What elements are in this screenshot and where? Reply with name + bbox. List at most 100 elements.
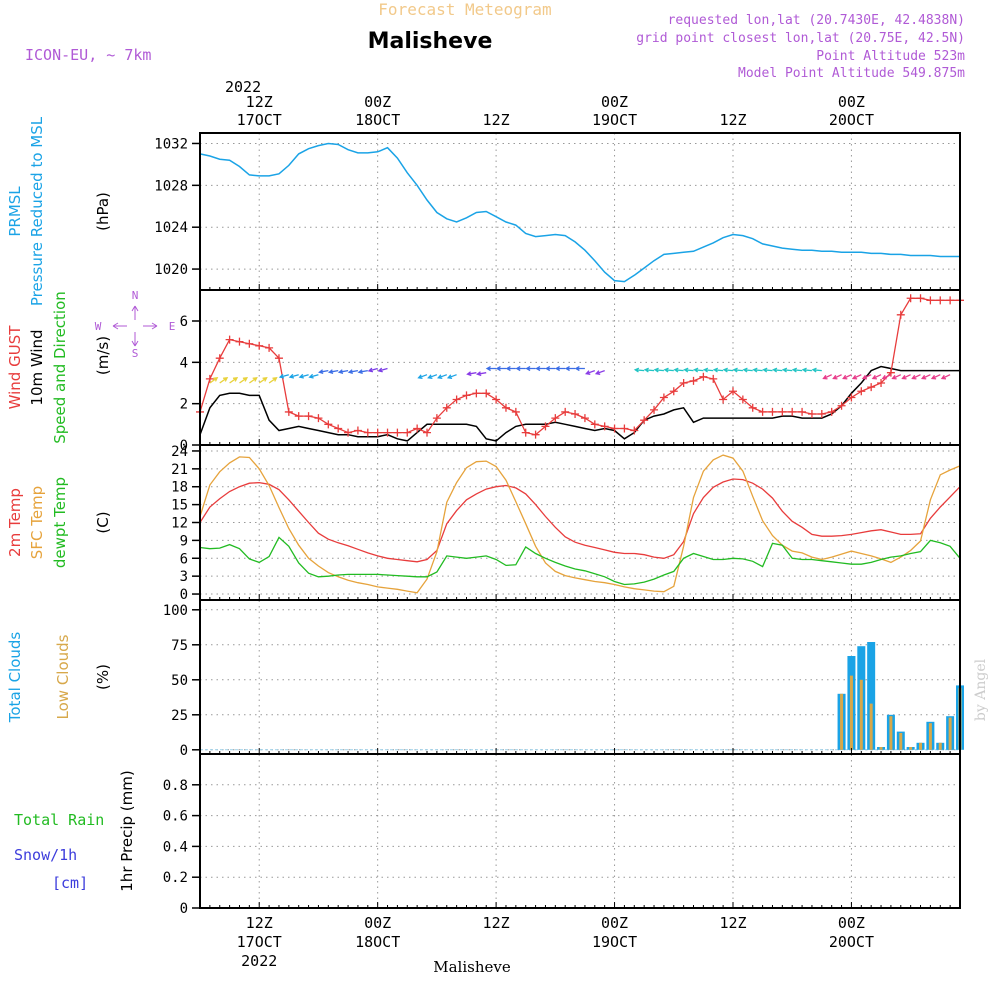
pressure-line — [199, 142, 960, 283]
wind-gust-marker — [926, 296, 935, 305]
wind-direction-arrow — [871, 374, 882, 380]
wind-direction-arrow — [327, 369, 339, 375]
wind-gust-marker — [225, 335, 234, 344]
panel-unit-precip: 1hr Precip (mm) — [118, 770, 136, 891]
y-tick-label: 1024 — [154, 220, 188, 236]
wind-direction-arrow — [505, 366, 516, 372]
temp-dewpt-line — [199, 536, 961, 586]
wind-gust-marker — [640, 416, 649, 425]
panel-label-wind: Wind GUST — [6, 325, 24, 410]
time-label-top: 18OCT — [355, 111, 400, 129]
wind-gust-marker — [778, 407, 787, 416]
compass-south: S — [132, 347, 139, 360]
compass-rose-icon — [112, 305, 158, 347]
y-tick-label: 1032 — [154, 136, 188, 152]
low-clouds-bar — [948, 717, 952, 750]
y-tick-label: 18 — [171, 480, 188, 496]
time-label-bottom: 12Z — [719, 914, 746, 932]
time-label-bottom: 17OCT — [237, 933, 282, 951]
wind-direction-arrow — [891, 374, 902, 380]
wind-direction-arrow — [742, 367, 753, 373]
low-clouds-bar — [919, 742, 923, 750]
wind-gust-marker — [531, 430, 540, 439]
wind-direction-arrow — [258, 377, 268, 384]
wind-direction-arrow — [466, 371, 477, 377]
wind-gust-marker — [798, 407, 807, 416]
wind-direction-arrow — [722, 367, 734, 373]
wind-gust-marker — [600, 422, 609, 431]
wind-direction-arrow — [337, 369, 349, 375]
wind-gust-marker — [255, 341, 264, 350]
wind-gust-marker — [580, 414, 589, 423]
temp-sfc-line — [199, 454, 961, 594]
time-label-bottom: 12Z — [246, 914, 273, 932]
wind-direction-arrow — [564, 366, 576, 372]
time-label-top: 00Z — [364, 93, 391, 111]
panel-frame — [199, 132, 961, 291]
precip-label: Snow/1h — [14, 846, 77, 864]
wind-direction-arrow — [249, 377, 258, 384]
wind-gust-marker — [215, 354, 224, 363]
wind-direction-arrow — [772, 367, 783, 373]
low-clouds-bar — [928, 723, 932, 750]
wind-direction-arrow — [308, 373, 319, 379]
wind-gust-marker — [265, 343, 274, 352]
wind-gust-marker — [867, 383, 876, 392]
wind-gust-marker — [807, 410, 816, 418]
wind-gust-marker — [294, 412, 303, 421]
time-label-top: 12Z — [483, 111, 510, 129]
y-tick-label: 0 — [180, 587, 188, 603]
wind-gust-marker — [373, 428, 382, 437]
precip-label: Total Rain — [14, 811, 104, 829]
location-title: Malisheve — [368, 29, 493, 54]
wind-gust-marker — [630, 426, 639, 435]
y-tick-label: 6 — [180, 551, 188, 567]
time-label-bottom: 00Z — [364, 914, 391, 932]
y-tick-label: 12 — [171, 516, 188, 532]
wind-gust-marker — [896, 310, 905, 319]
wind-gust-marker — [393, 428, 402, 437]
wind-gust-marker — [916, 294, 925, 303]
low-clouds-bar — [849, 675, 853, 750]
grid-point-coords: grid point closest lon,lat (20.75E, 42.5… — [636, 31, 965, 46]
wind-gust-marker — [413, 424, 422, 433]
wind-direction-arrow — [801, 367, 812, 373]
wind-direction-arrow — [318, 369, 329, 375]
low-clouds-bar — [859, 679, 863, 750]
time-label-top: 00Z — [601, 93, 628, 111]
model-altitude: Model Point Altitude 549.875m — [738, 66, 965, 81]
time-label-bottom: 18OCT — [355, 933, 400, 951]
wind-gust-marker — [768, 407, 777, 416]
wind-gust-marker — [274, 354, 283, 363]
wind-gust-marker — [758, 407, 767, 416]
wind-gust-marker — [551, 414, 560, 423]
wind-direction-arrow — [357, 369, 368, 375]
wind-direction-arrow — [930, 374, 941, 380]
wind-direction-arrow — [298, 373, 309, 379]
y-tick-label: 9 — [180, 533, 188, 549]
wind-direction-arrow — [901, 374, 911, 380]
low-clouds-bar — [840, 693, 844, 750]
wind-direction-arrow — [643, 367, 655, 373]
wind-gust-marker — [669, 387, 678, 396]
y-tick-label: 6 — [180, 314, 188, 330]
wind-gust-marker — [847, 393, 856, 402]
wind-gust-marker — [689, 376, 698, 385]
wind-direction-arrow — [702, 367, 714, 373]
series-layer — [196, 142, 964, 751]
wind-direction-arrow — [515, 366, 526, 372]
panel-frame — [199, 599, 961, 755]
wind-gust-marker — [679, 379, 688, 387]
wind-direction-arrow — [229, 377, 239, 384]
panel-unit-pressure: (hPa) — [94, 192, 112, 231]
y-tick-label: 50 — [171, 673, 188, 689]
wind-gust-marker — [561, 407, 570, 416]
wind-gust-marker — [205, 374, 214, 383]
y-tick-label: 100 — [163, 603, 188, 619]
wind-direction-arrow — [367, 367, 378, 373]
wind-gust-marker — [304, 412, 313, 421]
wind-direction-arrow — [417, 374, 428, 380]
y-tick-label: 2 — [180, 397, 188, 413]
time-label-bottom: 20OCT — [829, 933, 874, 951]
panel-label-wind: Speed and Direction — [51, 291, 69, 444]
